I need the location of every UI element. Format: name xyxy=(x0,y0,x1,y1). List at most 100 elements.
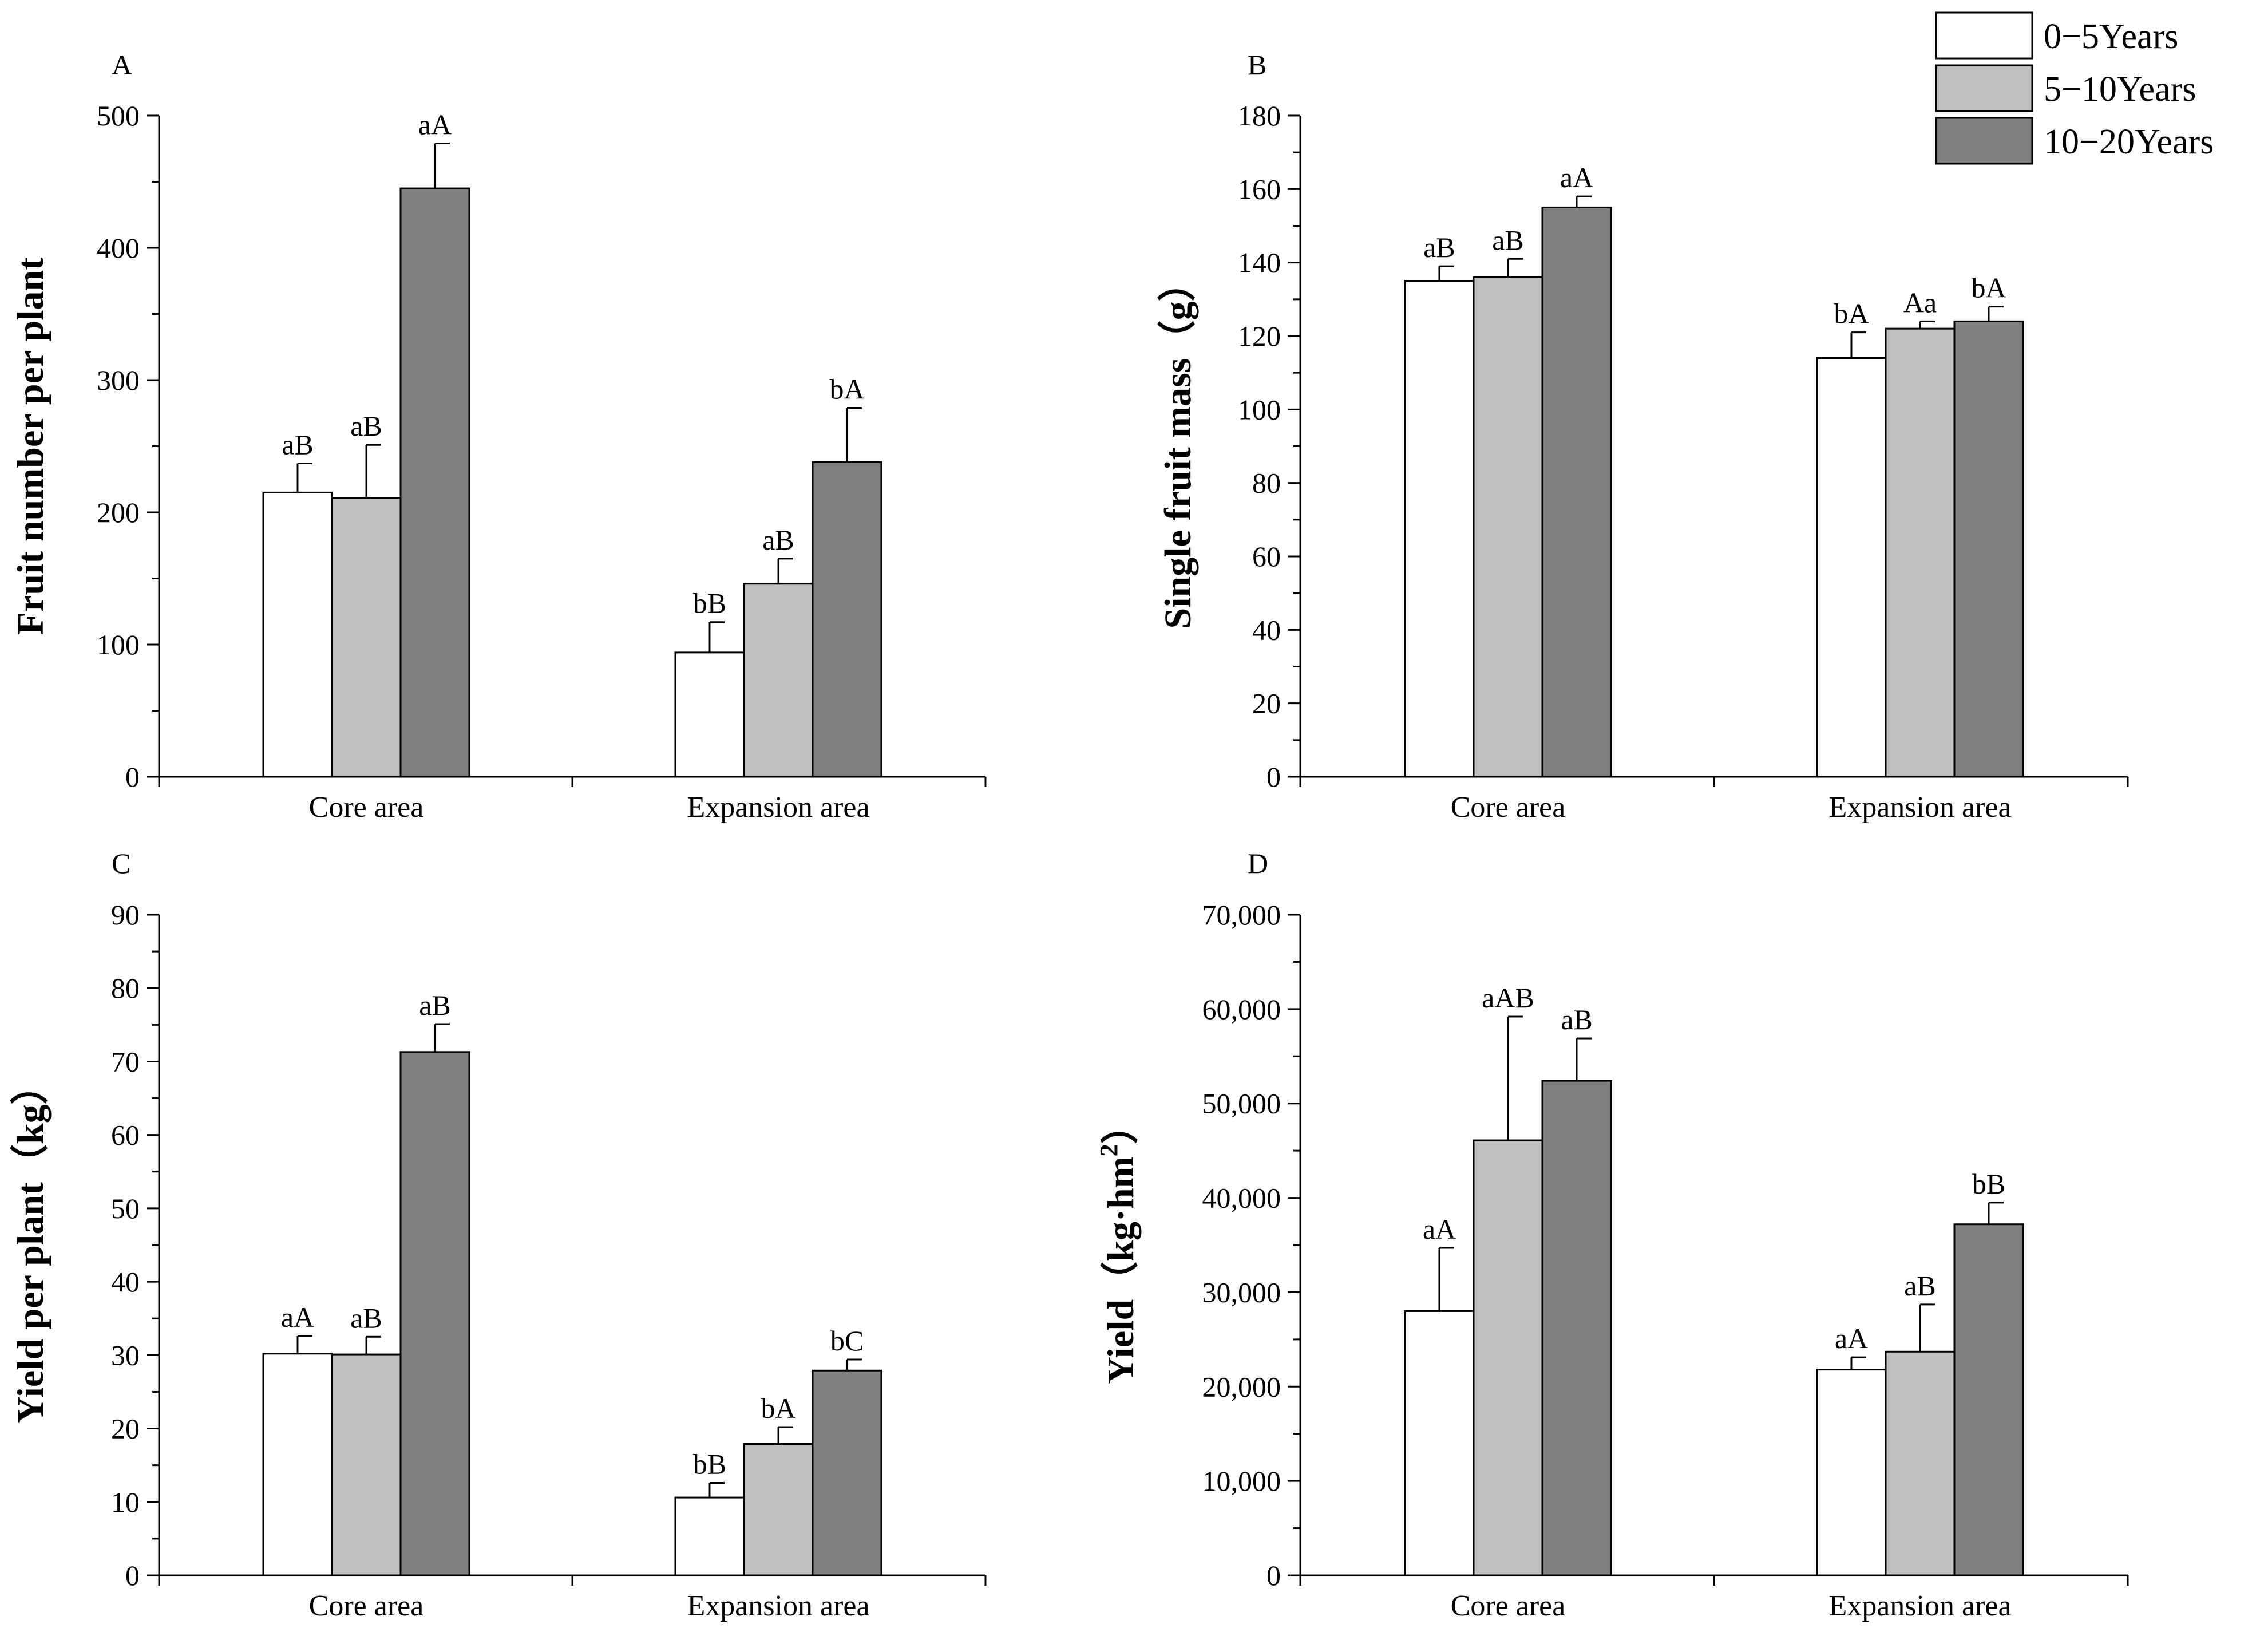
panel-letter: B xyxy=(1248,49,1266,81)
bar xyxy=(1473,276,1543,778)
bar xyxy=(1541,1080,1612,1576)
x-category-label: Expansion area xyxy=(687,1590,869,1622)
legend-swatch xyxy=(1935,11,2033,60)
y-tick-label: 30 xyxy=(111,1339,140,1371)
y-tick-label: 60,000 xyxy=(1202,993,1281,1025)
y-tick-label: 100 xyxy=(97,629,140,661)
bar xyxy=(743,1443,814,1576)
bar xyxy=(1953,1223,2024,1576)
y-tick-label: 160 xyxy=(1238,173,1281,205)
bar-significance-label: bA xyxy=(761,1392,795,1424)
bar xyxy=(1541,206,1612,778)
y-tick-label: 0 xyxy=(1266,761,1281,793)
bar-significance-label: aAB xyxy=(1482,982,1534,1014)
legend-label: 0−5Years xyxy=(2044,17,2178,56)
legend-swatch xyxy=(1935,117,2033,165)
y-tick-label: 400 xyxy=(97,232,140,264)
legend-swatch xyxy=(1935,64,2033,112)
y-tick-label: 180 xyxy=(1238,100,1281,132)
bar-significance-label: bB xyxy=(1972,1168,2005,1200)
bar xyxy=(1404,1310,1475,1576)
bar xyxy=(1404,280,1475,778)
bar-significance-label: aA xyxy=(1835,1322,1868,1354)
bar xyxy=(1885,327,1956,778)
y-tick-label: 20 xyxy=(1252,687,1281,720)
panel-letter: D xyxy=(1248,847,1268,879)
y-tick-label: 50,000 xyxy=(1202,1088,1281,1120)
panel-letter: A xyxy=(112,49,132,81)
y-tick-label: 300 xyxy=(97,364,140,396)
y-tick-label: 0 xyxy=(125,761,140,793)
panel-a: A 0 100 200 300 400 500 Core area Expansion area… xyxy=(10,49,987,824)
y-tick-label: 60 xyxy=(111,1119,140,1151)
y-tick-label: 40,000 xyxy=(1202,1182,1281,1214)
y-tick-label: 80 xyxy=(1252,467,1281,499)
y-tick-label: 20 xyxy=(111,1413,140,1445)
panel-letter: C xyxy=(112,847,130,879)
y-tick-label: 70 xyxy=(111,1045,140,1077)
bar xyxy=(674,651,745,778)
legend: 0−5Years 5−10Years 10−20Years xyxy=(1935,11,2214,165)
y-axis-title-close: ） xyxy=(1099,1106,1142,1144)
bar-significance-label: aB xyxy=(419,989,451,1021)
bar-significance-label: aA xyxy=(281,1301,314,1333)
bar xyxy=(399,187,470,778)
x-category-label: Expansion area xyxy=(687,791,869,824)
bar xyxy=(262,491,333,778)
bar-significance-label: aB xyxy=(762,524,794,556)
bar xyxy=(399,1051,470,1576)
y-axis-title: Single fruit mass（g） xyxy=(1157,263,1199,629)
bar xyxy=(812,1369,882,1576)
bar-significance-label: aB xyxy=(1423,231,1455,263)
bar-significance-label: bB xyxy=(693,1448,726,1480)
y-tick-label: 90 xyxy=(111,899,140,931)
bar-significance-label: aA xyxy=(1560,161,1593,193)
bar xyxy=(674,1496,745,1576)
panel-d: D 0 10,000 20,000 30,000 40,000 50,000 60,000 70… xyxy=(1095,847,2129,1622)
legend-label: 10−20Years xyxy=(2044,123,2214,161)
bar xyxy=(1953,320,2024,778)
bar-significance-label: aB xyxy=(1904,1270,1936,1302)
bar xyxy=(1885,1350,1956,1576)
y-tick-label: 40 xyxy=(111,1266,140,1298)
y-tick-label: 10,000 xyxy=(1202,1465,1281,1497)
bar-significance-label: aB xyxy=(282,429,314,461)
y-tick-label: 20,000 xyxy=(1202,1370,1281,1402)
x-category-label: Core area xyxy=(309,791,424,824)
bar xyxy=(262,1353,333,1576)
bar-significance-label: aA xyxy=(418,109,452,141)
bar xyxy=(812,461,882,778)
bar xyxy=(331,497,402,778)
bar-significance-label: aB xyxy=(350,410,382,442)
bar xyxy=(1816,1369,1887,1576)
x-category-label: Core area xyxy=(1451,1590,1566,1622)
panel-c: C 0 10 20 30 40 50 60 70 80 90 Core area Expansion a… xyxy=(9,847,987,1622)
y-tick-label: 50 xyxy=(111,1192,140,1224)
y-tick-label: 60 xyxy=(1252,540,1281,572)
y-axis-title: Yield per plant（kg） xyxy=(9,1066,52,1423)
y-axis-title-superscript: 2 xyxy=(1095,1144,1123,1156)
y-tick-label: 40 xyxy=(1252,614,1281,646)
y-axis-title: Fruit number per plant xyxy=(10,258,52,635)
bar-significance-label: aB xyxy=(350,1302,382,1334)
y-tick-label: 0 xyxy=(125,1559,140,1591)
bar-significance-label: Aa xyxy=(1903,286,1937,318)
legend-label: 5−10Years xyxy=(2044,70,2196,109)
panel-b: B 0 20 40 60 80 100 120 140 160 180 Core area Expans… xyxy=(1157,49,2129,824)
y-tick-label: 80 xyxy=(111,972,140,1004)
y-tick-label: 10 xyxy=(111,1486,140,1518)
x-category-label: Expansion area xyxy=(1828,791,2011,824)
y-tick-label: 70,000 xyxy=(1202,899,1281,931)
bar-significance-label: aB xyxy=(1492,224,1524,256)
y-tick-label: 30,000 xyxy=(1202,1276,1281,1308)
bar-significance-label: bA xyxy=(1834,298,1869,330)
y-tick-label: 140 xyxy=(1238,247,1281,279)
y-tick-label: 500 xyxy=(97,100,140,132)
bar-significance-label: aA xyxy=(1423,1213,1456,1245)
x-category-label: Core area xyxy=(309,1590,424,1622)
x-category-label: Core area xyxy=(1451,791,1566,824)
y-axis-title-text: Yield（kg·hm xyxy=(1099,1156,1142,1384)
y-tick-label: 120 xyxy=(1238,320,1281,352)
